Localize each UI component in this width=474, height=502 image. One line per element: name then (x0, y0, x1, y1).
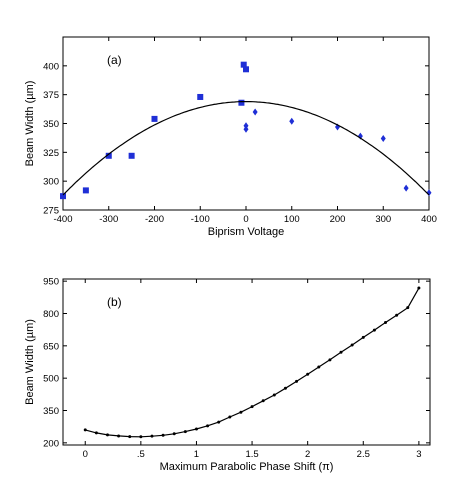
y-tick-label: 500 (43, 374, 59, 385)
x-tick-label: -300 (99, 214, 118, 225)
data-point (328, 358, 332, 362)
data-point (306, 372, 310, 376)
y-axis-label: Beam Width (µm) (24, 81, 36, 167)
x-tick-label: 1 (194, 449, 199, 460)
data-point-diamond (380, 134, 386, 142)
data-point (105, 433, 109, 437)
data-point-diamond (403, 184, 409, 192)
data-point-square (82, 187, 89, 194)
x-axis-label: Maximum Parabolic Phase Shift (π) (160, 461, 334, 473)
x-tick-label: 200 (330, 214, 346, 225)
data-point (139, 435, 143, 439)
x-tick-label: 100 (284, 214, 300, 225)
y-tick-label: 950 (43, 277, 59, 288)
x-tick-label: 2.5 (357, 449, 370, 460)
y-tick-label: 375 (43, 90, 59, 101)
data-point-diamond (252, 108, 258, 116)
data-point-square (105, 152, 112, 159)
y-tick-label: 350 (43, 119, 59, 130)
data-point (384, 321, 388, 325)
data-point (261, 399, 265, 403)
data-point (295, 379, 299, 383)
x-tick-label: 1.5 (245, 449, 258, 460)
data-point (406, 306, 410, 310)
y-axis-label: Beam Width (µm) (24, 319, 36, 405)
data-point (395, 313, 399, 317)
x-tick-label: -200 (145, 214, 164, 225)
panel-label: (a) (107, 53, 122, 67)
y-tick-label: 300 (43, 177, 59, 188)
data-point (150, 434, 154, 438)
x-tick-label: -400 (53, 214, 72, 225)
x-tick-label: 0 (83, 449, 88, 460)
data-point-diamond (243, 122, 249, 130)
data-point (172, 432, 176, 436)
data-point (283, 386, 287, 390)
data-point (194, 427, 198, 431)
data-point (372, 328, 376, 332)
x-tick-label: 2 (305, 449, 310, 460)
panel-label: (b) (107, 295, 122, 309)
data-point (183, 430, 187, 434)
data-point (161, 433, 165, 437)
data-point (350, 343, 354, 347)
data-point (83, 428, 87, 432)
y-tick-label: 650 (43, 341, 59, 352)
data-point-square (60, 193, 66, 200)
data-point (417, 286, 421, 290)
data-point (94, 431, 98, 435)
data-point-square (238, 99, 245, 106)
y-tick-label: 275 (43, 206, 59, 217)
y-tick-label: 325 (43, 148, 59, 159)
data-point-diamond (289, 117, 295, 125)
data-point (128, 435, 132, 439)
plot-frame (62, 278, 431, 446)
data-point-square (243, 66, 249, 73)
data-point (239, 410, 243, 414)
y-tick-label: 400 (43, 61, 59, 72)
data-point (206, 424, 210, 428)
data-point (117, 434, 121, 438)
fit-curve (62, 101, 430, 196)
data-point (272, 393, 276, 397)
x-tick-label: 3 (416, 449, 421, 460)
x-axis-label: Biprism Voltage (208, 226, 284, 238)
x-tick-label: 0 (243, 214, 248, 225)
x-tick-label: .5 (137, 449, 145, 460)
x-tick-label: 300 (375, 214, 391, 225)
data-point-square (240, 61, 247, 68)
data-point-square (197, 93, 204, 100)
y-tick-label: 350 (43, 406, 59, 417)
series-line (85, 287, 420, 438)
data-point (250, 405, 254, 409)
panel-b-chart: 0 .5 1 1.5 2 2.5 3 200 350 500 650 800 950 Maximum Pa… (24, 277, 431, 473)
x-tick-label: -100 (191, 214, 210, 225)
data-point (217, 420, 221, 424)
data-point (228, 415, 232, 419)
x-tick-label: 400 (421, 214, 437, 225)
data-point-square (151, 115, 158, 122)
data-point (339, 350, 343, 354)
data-point (317, 365, 321, 369)
y-tick-label: 800 (43, 309, 59, 320)
data-point-square (128, 152, 135, 159)
data-point (361, 335, 365, 339)
y-tick-label: 200 (43, 438, 59, 449)
panel-a-chart: -400 -300 -200 -100 0 100 200 300 400 275 300 325 35… (24, 36, 437, 238)
